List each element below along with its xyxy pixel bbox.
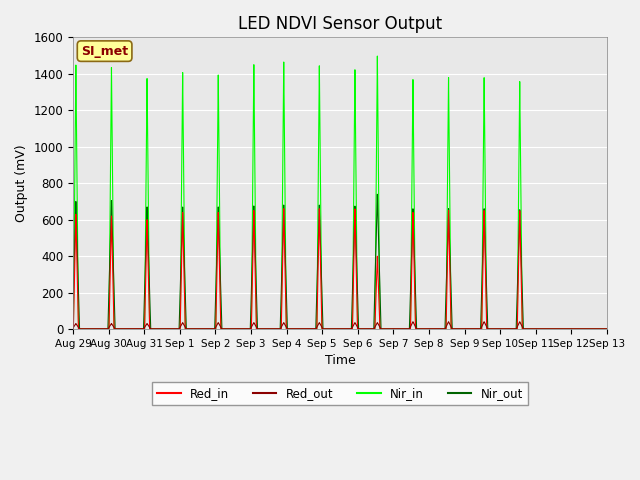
Line: Nir_in: Nir_in xyxy=(73,56,607,329)
Red_out xyxy=(390,326,398,332)
Red_out xyxy=(76,326,83,332)
Nir_out xyxy=(390,326,398,332)
Nir_in xyxy=(390,326,398,332)
Nir_out xyxy=(359,326,367,332)
Title: LED NDVI Sensor Output: LED NDVI Sensor Output xyxy=(238,15,442,33)
Nir_out xyxy=(69,300,77,306)
Red_in xyxy=(359,326,367,332)
Nir_out xyxy=(374,192,381,197)
Red_in xyxy=(198,326,205,332)
Red_out xyxy=(69,325,77,331)
Y-axis label: Output (mV): Output (mV) xyxy=(15,144,28,222)
Red_in xyxy=(390,326,398,332)
Red_in xyxy=(69,326,77,332)
Red_in xyxy=(280,206,287,212)
Red_out xyxy=(445,319,452,324)
Nir_in xyxy=(274,326,282,332)
Nir_out xyxy=(603,326,611,332)
Line: Red_in: Red_in xyxy=(73,209,607,329)
Red_in xyxy=(106,311,113,316)
Red_out xyxy=(106,324,113,330)
Red_out xyxy=(465,326,473,332)
Nir_out xyxy=(106,275,113,280)
Line: Nir_out: Nir_out xyxy=(73,194,607,329)
Red_out xyxy=(198,326,205,332)
Legend: Red_in, Red_out, Nir_in, Nir_out: Red_in, Red_out, Nir_in, Nir_out xyxy=(152,383,528,405)
Red_in xyxy=(465,326,473,332)
Line: Red_out: Red_out xyxy=(73,322,607,329)
Nir_out xyxy=(465,326,473,332)
Red_in xyxy=(603,326,611,332)
Nir_in xyxy=(603,326,611,332)
Red_in xyxy=(274,326,282,332)
Nir_in xyxy=(69,326,77,332)
X-axis label: Time: Time xyxy=(324,354,355,367)
Nir_out xyxy=(198,326,205,332)
Red_out xyxy=(359,326,367,332)
Red_out xyxy=(274,326,282,332)
Nir_in xyxy=(198,326,205,332)
Red_out xyxy=(603,326,611,332)
Nir_in xyxy=(359,326,367,332)
Nir_out xyxy=(76,326,83,332)
Nir_in xyxy=(106,290,113,296)
Nir_out xyxy=(274,326,282,332)
Text: SI_met: SI_met xyxy=(81,45,128,58)
Nir_in xyxy=(374,53,381,59)
Nir_in xyxy=(465,326,473,332)
